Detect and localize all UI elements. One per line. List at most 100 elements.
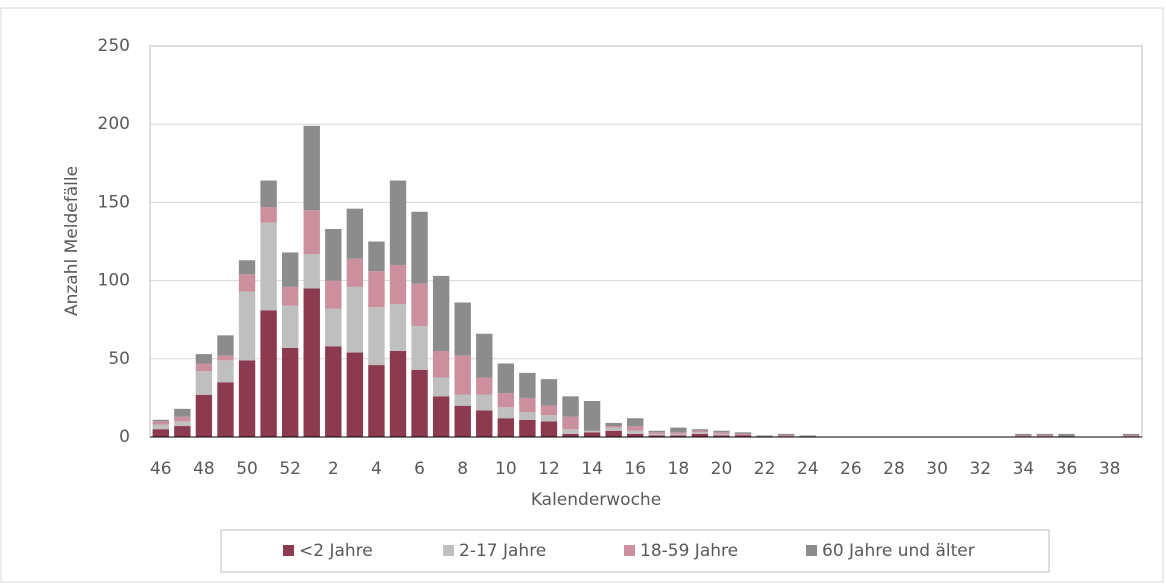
bar-segment [540, 415, 558, 422]
bar-segment [432, 350, 450, 378]
bar-segment [325, 280, 342, 309]
bar-segment [411, 325, 428, 370]
x-tick-label: 2 [328, 459, 339, 479]
bar-segment [605, 430, 622, 437]
x-tick-label: 34 [1013, 459, 1035, 479]
bar-segment [411, 369, 428, 437]
x-tick-label: 6 [414, 459, 425, 479]
bar-segment [195, 394, 213, 437]
bar-segment [734, 432, 752, 434]
bar-segment [799, 435, 816, 437]
bar-segment [476, 333, 493, 378]
x-tick-label: 12 [538, 459, 560, 479]
bar-segment [1036, 433, 1054, 436]
bar-segment [411, 211, 428, 284]
bar-segment [389, 304, 407, 351]
bar-segment [1058, 433, 1075, 437]
bar-segment [583, 432, 601, 437]
x-tick-label: 36 [1056, 459, 1078, 479]
bar-segment [238, 260, 256, 275]
bar-segment [734, 435, 752, 437]
bar-segment [411, 283, 428, 326]
y-tick-label: 150 [98, 192, 130, 212]
bar-segment [648, 433, 665, 436]
x-tick-label: 22 [754, 459, 776, 479]
bar-segment [691, 432, 709, 434]
legend-label: <2 Jahre [299, 541, 373, 561]
bar-segment [497, 418, 515, 437]
x-axis-title: Kalenderwoche [531, 490, 661, 510]
bar-segment [281, 252, 299, 287]
bar-segment [174, 421, 191, 427]
bar-segment [713, 433, 730, 436]
x-tick-label: 28 [883, 459, 905, 479]
bar-segment [756, 435, 773, 437]
bar-segment [476, 410, 493, 437]
x-tick-label: 46 [150, 459, 172, 479]
bar-segment [346, 286, 364, 353]
bar-segment [152, 421, 169, 425]
bar-segment [260, 207, 277, 223]
x-tick-label: 18 [668, 459, 690, 479]
bar-segment [1123, 433, 1140, 436]
bar-segment [281, 347, 299, 437]
legend-swatch [283, 545, 294, 556]
bar-segment [389, 350, 407, 437]
x-tick-label: 48 [193, 459, 215, 479]
bar-segment [195, 363, 213, 372]
bar-segment [238, 291, 256, 361]
bar-segment [174, 426, 191, 437]
bar-segment [432, 275, 450, 351]
x-tick-label: 26 [840, 459, 862, 479]
bar-segment [713, 435, 730, 437]
bar-segment [670, 432, 687, 434]
bar-segment [777, 435, 795, 437]
bar-segment [368, 241, 385, 272]
bar-segment [152, 424, 169, 430]
bar-segment [238, 360, 256, 437]
x-tick-label: 4 [371, 459, 382, 479]
bar-segment [605, 426, 622, 428]
bar-segment [648, 432, 665, 434]
x-tick-label: 38 [1099, 459, 1121, 479]
x-tick-label: 24 [797, 459, 819, 479]
bar-segment [217, 335, 234, 356]
chart-frame [0, 7, 1164, 583]
y-tick-label: 200 [98, 114, 130, 134]
bar-segment [325, 228, 342, 281]
x-tick-label: 20 [711, 459, 733, 479]
bar-segment [303, 125, 320, 211]
bar-segment [519, 397, 536, 412]
bar-segment [325, 346, 342, 437]
bar-segment [670, 435, 687, 437]
x-tick-label: 52 [279, 459, 301, 479]
bar-segment [454, 302, 471, 356]
x-tick-label: 16 [624, 459, 646, 479]
bar-segment [777, 433, 795, 436]
bar-segment [195, 371, 213, 395]
bar-segment [368, 365, 385, 437]
y-axis-title: Anzahl Meldefälle [62, 166, 82, 316]
x-tick-label: 14 [581, 459, 603, 479]
bar-segment [346, 352, 364, 437]
bar-segment [325, 308, 342, 347]
bar-segment [195, 354, 213, 364]
bar-segment [432, 396, 450, 437]
bar-segment [1036, 435, 1054, 437]
bar-segment [1123, 435, 1140, 437]
bar-segment [281, 305, 299, 348]
bar-segment [540, 421, 558, 437]
x-tick-label: 30 [926, 459, 948, 479]
bar-segment [1015, 435, 1032, 437]
bar-segment [519, 419, 536, 437]
bar-segment [691, 429, 709, 431]
bar-segment [627, 426, 644, 431]
bar-segment [454, 394, 471, 406]
bar-segment [432, 377, 450, 397]
bar-segment [519, 411, 536, 420]
bar-segment [648, 435, 665, 437]
bar-segment [497, 393, 515, 408]
bar-segment [217, 382, 234, 437]
bar-segment [648, 430, 665, 433]
